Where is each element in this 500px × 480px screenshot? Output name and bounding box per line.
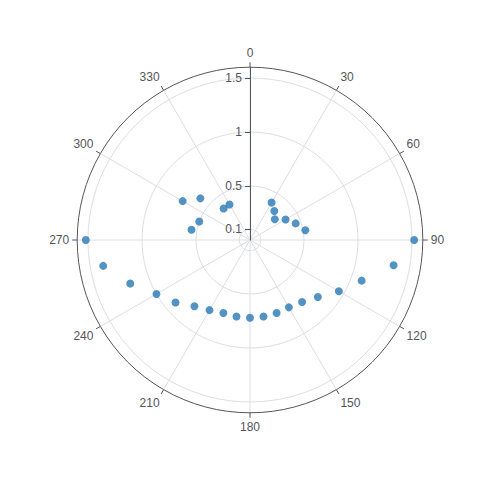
svg-text:90: 90	[431, 233, 445, 247]
svg-text:0.1: 0.1	[225, 222, 242, 236]
svg-text:210: 210	[140, 396, 160, 410]
svg-text:300: 300	[73, 137, 93, 151]
svg-text:60: 60	[407, 137, 421, 151]
svg-text:240: 240	[73, 329, 93, 343]
svg-text:270: 270	[49, 233, 69, 247]
svg-text:120: 120	[407, 329, 427, 343]
svg-text:30: 30	[340, 70, 354, 84]
svg-text:150: 150	[340, 396, 360, 410]
svg-text:180: 180	[240, 420, 260, 434]
svg-text:330: 330	[140, 70, 160, 84]
svg-text:1.5: 1.5	[225, 71, 242, 85]
svg-text:1: 1	[235, 125, 242, 139]
svg-text:0.5: 0.5	[225, 179, 242, 193]
svg-text:0: 0	[247, 46, 254, 60]
